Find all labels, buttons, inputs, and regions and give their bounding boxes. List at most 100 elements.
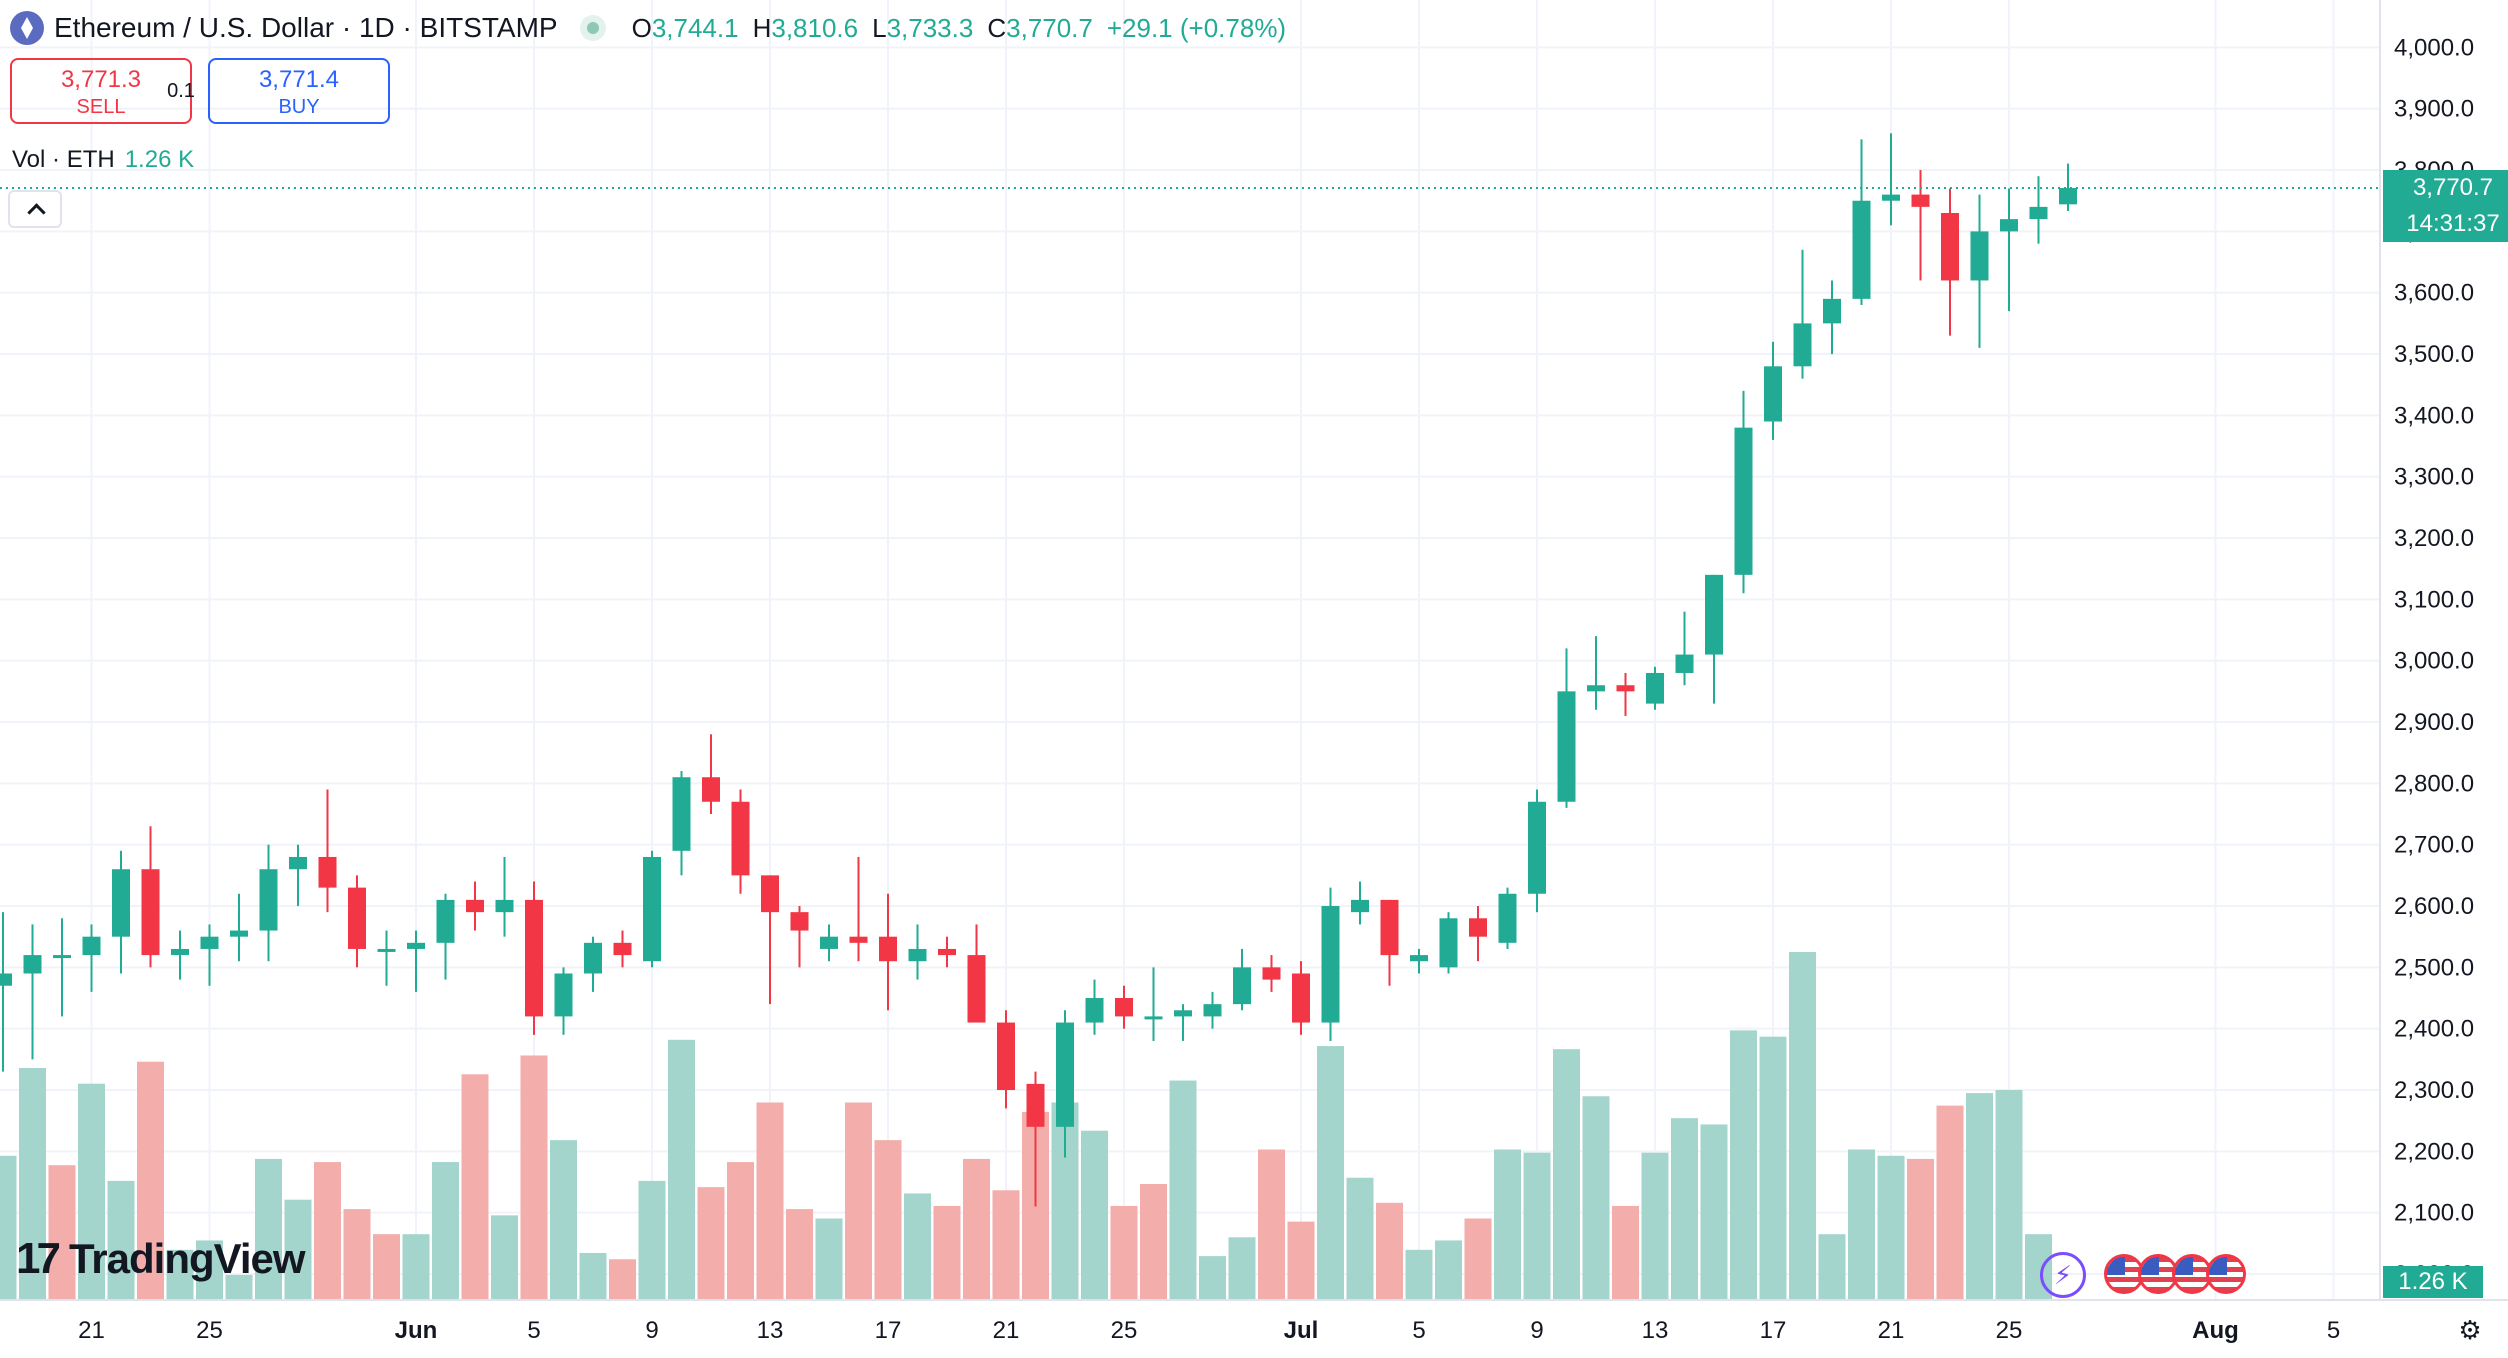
candle-body (230, 930, 248, 937)
candle (1823, 280, 1841, 355)
volume-bar (1789, 952, 1816, 1300)
volume-bar (491, 1215, 518, 1300)
volume-bar (520, 1055, 548, 1300)
volume-bar (1405, 1249, 1433, 1300)
volume-bar (1641, 1152, 1669, 1300)
candle-body (1056, 1022, 1074, 1127)
volume-last-label: 1.26 K (2383, 1266, 2483, 1298)
candle-body (1292, 973, 1310, 1023)
candle (495, 856, 514, 937)
tradingview-mark-icon: 17 (16, 1234, 61, 1283)
volume-legend[interactable]: Vol · ETH 1.26 K (12, 146, 194, 174)
time-tick-label: 21 (78, 1317, 105, 1344)
collapse-legend-button[interactable] (8, 190, 62, 228)
candle (584, 936, 602, 992)
volume-bar (1966, 1093, 1993, 1300)
economic-events[interactable] (2104, 1254, 2246, 1294)
volume-bar (1110, 1205, 1138, 1300)
candle (53, 918, 71, 1017)
candle (407, 930, 425, 992)
candle (200, 924, 219, 986)
price-tick-label: 3,300.0 (2394, 464, 2474, 491)
candle-body (2059, 188, 2077, 205)
volume-bar (137, 1061, 164, 1300)
price-tick-label: 2,900.0 (2394, 709, 2474, 736)
candle (1764, 341, 1782, 440)
buy-price: 3,771.4 (258, 66, 340, 93)
volume-bar (874, 1140, 902, 1300)
candle-body (1970, 231, 1989, 281)
candle (613, 930, 632, 968)
candle-body (554, 973, 573, 1017)
candle-body (2029, 206, 2048, 220)
price-tick-label: 2,100.0 (2394, 1200, 2474, 1227)
candle-body (407, 942, 425, 949)
candle-body (879, 936, 897, 962)
sell-button[interactable]: 3,771.3 SELL (10, 58, 192, 124)
candle (1941, 188, 1959, 336)
candle-body (82, 936, 101, 956)
candle (1528, 789, 1546, 913)
candle-body (525, 899, 543, 1017)
candle-body (1321, 906, 1340, 1023)
candle-body (1882, 194, 1900, 201)
symbol-title[interactable]: Ethereum / U.S. Dollar · 1D · BITSTAMP (54, 12, 558, 43)
candle-body (289, 856, 307, 870)
candle-body (112, 869, 130, 937)
volume-bar (0, 1155, 17, 1300)
candle (23, 924, 42, 1060)
settings-icon[interactable]: ⚙ (2458, 1315, 2482, 1345)
candle (1793, 249, 1812, 379)
ethereum-icon[interactable] (10, 11, 44, 45)
price-tick-label: 2,300.0 (2394, 1077, 2474, 1104)
buy-button[interactable]: 3,771.4 BUY (208, 58, 390, 124)
candle-body (731, 801, 750, 876)
volume-bar (963, 1158, 990, 1300)
volume-bar (1995, 1089, 2023, 1300)
candle (2059, 163, 2077, 211)
volume-bar (107, 1180, 135, 1300)
order-quantity[interactable]: 0.1 (167, 80, 195, 102)
time-tick-label: 17 (1760, 1317, 1787, 1344)
low-value: 3,733.3 (886, 12, 974, 43)
high-value: 3,810.6 (771, 12, 859, 43)
tradingview-logo[interactable]: 17 TradingView (16, 1234, 306, 1284)
candle-body (436, 899, 455, 943)
market-open-icon[interactable] (579, 15, 606, 41)
candle-body (1203, 1004, 1222, 1017)
last-price-label: 3,770.7 (2383, 170, 2508, 207)
candle-body (1646, 672, 1664, 704)
lightning-icon[interactable]: ⚡ (2040, 1252, 2086, 1298)
candle (554, 967, 573, 1035)
price-tick-label: 2,600.0 (2394, 893, 2474, 920)
volume-bar (579, 1252, 607, 1300)
time-tick-label: 25 (1111, 1317, 1138, 1344)
candle (967, 924, 986, 1023)
volume-bar (343, 1209, 371, 1300)
volume-bar (1877, 1155, 1905, 1300)
candle-body (0, 973, 12, 986)
candle (1646, 666, 1664, 710)
candle (790, 906, 809, 968)
candle (849, 856, 868, 962)
candle-body (1852, 200, 1871, 299)
us-flag-icon[interactable] (2206, 1254, 2246, 1294)
time-tick-label: 13 (1642, 1317, 1669, 1344)
time-tick-label: Jun (395, 1317, 438, 1344)
volume-bar (1671, 1118, 1698, 1300)
candle (0, 912, 12, 1072)
price-tick-label: 3,500.0 (2394, 341, 2474, 368)
open-value: 3,744.1 (651, 12, 739, 43)
us-flag-icon[interactable] (2104, 1254, 2144, 1294)
candle (1115, 985, 1133, 1029)
candle-body (1410, 955, 1428, 962)
change-value: +29.1 (+0.78%) (1106, 12, 1287, 43)
time-tick-label: 5 (2327, 1317, 2340, 1344)
candle-body (613, 942, 632, 956)
time-tick-label: 5 (527, 1317, 540, 1344)
volume-bar (1612, 1205, 1639, 1300)
candle (112, 850, 130, 974)
candle-body (849, 936, 868, 943)
time-tick-label: 21 (1878, 1317, 1905, 1344)
